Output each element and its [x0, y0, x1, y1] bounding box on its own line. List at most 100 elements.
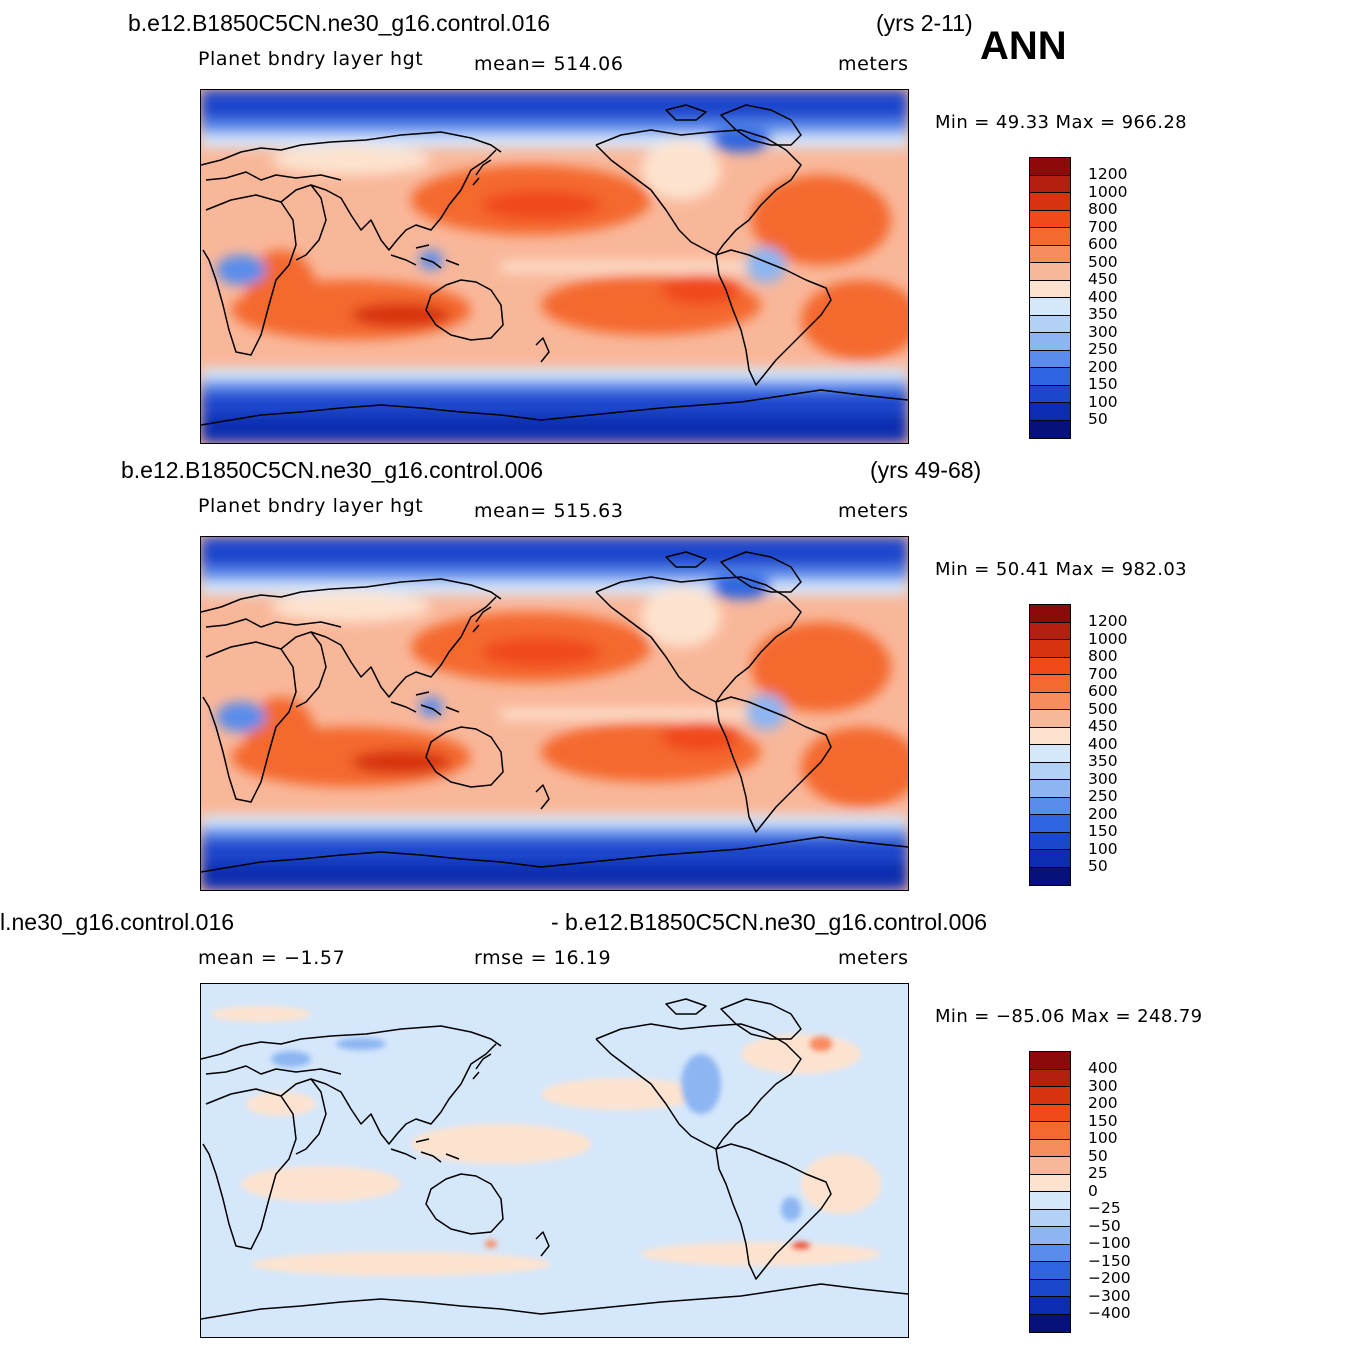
panel2-map-field — [201, 537, 908, 890]
season-label: ANN — [980, 24, 1067, 68]
panel1-cb-label: 150 — [1088, 375, 1118, 393]
colorbar-swatch — [1030, 1174, 1070, 1192]
panel2-cb-label: 50 — [1088, 857, 1108, 875]
panel1-mean: mean= 514.06 — [474, 53, 624, 75]
colorbar-swatch — [1030, 762, 1070, 780]
colorbar-swatch — [1030, 815, 1070, 833]
colorbar-swatch — [1030, 622, 1070, 640]
panel1-colorbar — [1029, 157, 1071, 439]
panel1-cb-label: 400 — [1088, 287, 1118, 306]
colorbar-swatch — [1030, 158, 1070, 176]
panel3-cb-label: −100 — [1088, 1234, 1131, 1252]
panel3-cb-label: −400 — [1088, 1304, 1131, 1322]
panel3-cb-label: 400 — [1088, 1059, 1118, 1077]
panel1-minmax: Min = 49.33 Max = 966.28 — [935, 112, 1188, 133]
panel3-cb-label: 200 — [1088, 1094, 1118, 1112]
panel2-colorbar — [1029, 604, 1071, 886]
panel1-case-title: b.e12.B1850C5CN.ne30_g16.control.016 — [128, 10, 550, 36]
colorbar-swatch — [1030, 1209, 1070, 1227]
colorbar-swatch — [1030, 797, 1070, 815]
panel2-cb-label: 250 — [1088, 787, 1118, 805]
panel2-cb-label: 150 — [1088, 822, 1118, 840]
colorbar-swatch — [1030, 315, 1070, 333]
colorbar-swatch — [1030, 1192, 1070, 1210]
colorbar-swatch — [1030, 350, 1070, 368]
panel1-cb-label: 700 — [1088, 217, 1118, 236]
colorbar-swatch — [1030, 1297, 1070, 1315]
panel1-cb-label: 450 — [1088, 270, 1118, 288]
panel2-cb-label: 700 — [1088, 664, 1118, 683]
colorbar-swatch — [1030, 420, 1070, 438]
panel3-cb-label: −25 — [1088, 1199, 1121, 1217]
colorbar-swatch — [1030, 657, 1070, 675]
colorbar-swatch — [1030, 710, 1070, 728]
panel2-cb-label: 200 — [1088, 804, 1118, 823]
colorbar-swatch — [1030, 368, 1070, 386]
colorbar-swatch — [1030, 1122, 1070, 1140]
panel1-units: meters — [838, 53, 909, 75]
colorbar-swatch — [1030, 263, 1070, 281]
panel1-map-field — [201, 90, 908, 443]
colorbar-swatch — [1030, 1087, 1070, 1105]
panel3-cb-label: 50 — [1088, 1146, 1108, 1165]
panel2-cb-label: 600 — [1088, 682, 1118, 700]
colorbar-swatch — [1030, 832, 1070, 850]
panel2-cb-label: 400 — [1088, 734, 1118, 753]
colorbar-swatch — [1030, 1279, 1070, 1297]
panel2-cb-label: 800 — [1088, 647, 1118, 665]
panel1-cb-label: 200 — [1088, 357, 1118, 376]
colorbar-swatch — [1030, 245, 1070, 263]
panel2-cb-label: 100 — [1088, 839, 1118, 858]
panel2-cb-label: 450 — [1088, 717, 1118, 735]
panel1-variable: Planet bndry layer hgt — [198, 48, 424, 70]
panel2-map — [200, 536, 909, 891]
panel3-cb-label: −200 — [1088, 1269, 1131, 1287]
panel3-cb-label: 150 — [1088, 1111, 1118, 1130]
colorbar-swatch — [1030, 1262, 1070, 1280]
panel2-cb-label: 1200 — [1088, 612, 1128, 630]
panel1-cb-label: 600 — [1088, 235, 1118, 253]
colorbar-swatch — [1030, 175, 1070, 193]
colorbar-swatch — [1030, 1227, 1070, 1245]
panel1-cb-label: 500 — [1088, 252, 1118, 271]
colorbar-swatch — [1030, 1069, 1070, 1087]
panel2-years: (yrs 49-68) — [870, 457, 982, 483]
panel1-map — [200, 89, 909, 444]
panel3-minmax: Min = −85.06 Max = 248.79 — [935, 1006, 1203, 1027]
panel3-cb-label: −150 — [1088, 1251, 1131, 1270]
panel3-cb-label: −300 — [1088, 1286, 1131, 1305]
colorbar-swatch — [1030, 640, 1070, 658]
panel3-units: meters — [838, 947, 909, 969]
colorbar-swatch — [1030, 280, 1070, 298]
colorbar-swatch — [1030, 850, 1070, 868]
panel1-cb-label: 250 — [1088, 340, 1118, 358]
panel1-cb-label: 1000 — [1088, 182, 1128, 201]
colorbar-swatch — [1030, 403, 1070, 421]
panel3-map-field — [201, 984, 908, 1337]
colorbar-swatch — [1030, 1244, 1070, 1262]
panel1-cb-label: 1200 — [1088, 165, 1128, 183]
panel3-cb-label: 300 — [1088, 1076, 1118, 1095]
panel3-cb-label: 0 — [1088, 1181, 1098, 1200]
colorbar-swatch — [1030, 1104, 1070, 1122]
colorbar-swatch — [1030, 228, 1070, 246]
colorbar-swatch — [1030, 333, 1070, 351]
colorbar-swatch — [1030, 193, 1070, 211]
colorbar-swatch — [1030, 692, 1070, 710]
panel2-minmax: Min = 50.41 Max = 982.03 — [935, 559, 1188, 580]
colorbar-swatch — [1030, 867, 1070, 885]
panel2-cb-label: 350 — [1088, 752, 1118, 770]
panel3-map — [200, 983, 909, 1338]
colorbar-swatch — [1030, 1052, 1070, 1070]
colorbar-swatch — [1030, 675, 1070, 693]
colorbar-swatch — [1030, 1157, 1070, 1175]
panel2-variable: Planet bndry layer hgt — [198, 495, 424, 517]
colorbar-swatch — [1030, 210, 1070, 228]
colorbar-swatch — [1030, 780, 1070, 798]
colorbar-swatch — [1030, 1314, 1070, 1332]
panel3-case-title-left: l.ne30_g16.control.016 — [0, 909, 235, 935]
panel3-cb-label: 25 — [1088, 1164, 1108, 1182]
panel1-cb-label: 300 — [1088, 322, 1118, 341]
colorbar-swatch — [1030, 385, 1070, 403]
panel3-cb-label: 100 — [1088, 1129, 1118, 1147]
